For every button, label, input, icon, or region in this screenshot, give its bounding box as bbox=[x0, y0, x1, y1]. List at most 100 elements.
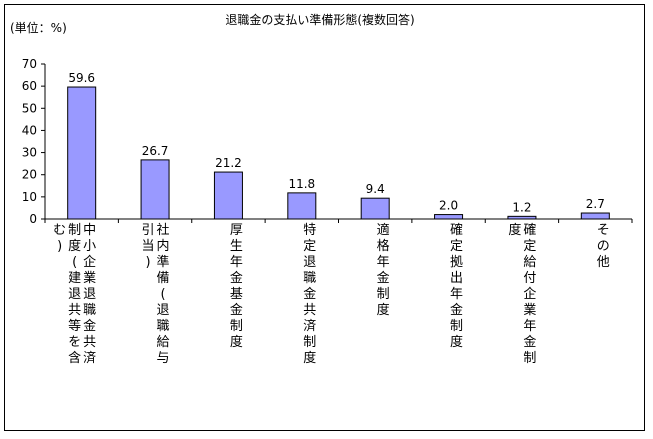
category-char: 等 bbox=[68, 318, 81, 334]
category-char: 金 bbox=[303, 286, 316, 302]
category-char: 与 bbox=[157, 351, 170, 366]
bar bbox=[67, 86, 97, 220]
data-label: 2.0 bbox=[439, 199, 458, 213]
y-tick-label: 0 bbox=[29, 212, 37, 226]
category-char: 年 bbox=[523, 319, 536, 334]
category-char: 職 bbox=[157, 319, 170, 334]
category-char: 含 bbox=[68, 350, 81, 366]
bar bbox=[140, 159, 170, 220]
category-char: 制 bbox=[68, 223, 81, 238]
category-char: 確 bbox=[450, 222, 463, 238]
category-char: 共 bbox=[83, 335, 96, 350]
category-char: 職 bbox=[303, 271, 316, 286]
category-char: 定 bbox=[450, 239, 463, 254]
category-char: 引 bbox=[142, 223, 155, 238]
category-char: 給 bbox=[523, 255, 536, 270]
category-char: そ bbox=[597, 223, 610, 238]
category-labels: 中小企業退職金共済制度(建退共等を含む)社内準備(退職給与引当)厚生年金基金制度… bbox=[53, 222, 610, 366]
y-tick-label: 10 bbox=[22, 190, 37, 204]
unit-label: (単位：%) bbox=[10, 20, 67, 35]
category-char: 金 bbox=[377, 270, 390, 286]
category-char: 建 bbox=[68, 271, 81, 286]
category-char: 退 bbox=[303, 255, 316, 270]
y-tick-label: 70 bbox=[22, 57, 37, 71]
y-tick-label: 50 bbox=[22, 101, 37, 115]
category-label: 引当) bbox=[142, 223, 155, 270]
category-char: 制 bbox=[450, 319, 463, 334]
category-label: その他 bbox=[597, 223, 610, 270]
category-char: 小 bbox=[83, 239, 96, 254]
category-char: ) bbox=[57, 239, 62, 254]
category-label: 確定給付企業年金制 bbox=[523, 222, 536, 366]
category-char: 度 bbox=[377, 302, 390, 318]
category-char: 給 bbox=[157, 335, 170, 350]
category-char: 度 bbox=[230, 334, 243, 350]
category-char: 確 bbox=[523, 222, 536, 238]
data-label: 2.7 bbox=[586, 197, 605, 211]
category-char: 年 bbox=[377, 255, 390, 270]
category-char: 中 bbox=[83, 223, 96, 238]
category-char: 業 bbox=[523, 302, 536, 318]
category-char: 特 bbox=[303, 223, 316, 238]
category-label: 適格年金制度 bbox=[377, 222, 390, 318]
bar bbox=[287, 192, 317, 220]
chart-title: 退職金の支払い準備形態(複数回答) bbox=[225, 12, 414, 27]
bars: 59.6 26.7 21.2 11.8 9.4 2.0 1.2 2.7 bbox=[67, 71, 610, 220]
category-char: 度 bbox=[303, 350, 316, 366]
category-char: 金 bbox=[83, 318, 96, 334]
category-char: 年 bbox=[230, 255, 243, 270]
bar bbox=[434, 214, 464, 220]
category-char: 準 bbox=[157, 254, 170, 270]
axes: 0 10 20 30 40 50 60 70 bbox=[22, 57, 633, 226]
category-char: 他 bbox=[597, 255, 610, 270]
category-label: 厚生年金基金制度 bbox=[230, 223, 243, 350]
category-char: 年 bbox=[450, 287, 463, 302]
category-char: 適 bbox=[377, 222, 390, 238]
y-tick-label: 20 bbox=[22, 168, 37, 182]
category-char: 度 bbox=[508, 222, 521, 238]
category-char: の bbox=[597, 239, 610, 254]
category-char: 企 bbox=[523, 286, 536, 302]
category-char: 制 bbox=[523, 351, 536, 366]
category-label: 制度(建退共等を含 bbox=[68, 223, 81, 366]
data-label: 9.4 bbox=[366, 182, 385, 196]
bar bbox=[213, 171, 243, 220]
category-char: 金 bbox=[230, 302, 243, 318]
category-char: 定 bbox=[303, 239, 316, 254]
category-char: 出 bbox=[450, 271, 463, 286]
category-label: む) bbox=[53, 223, 66, 254]
category-char: 済 bbox=[303, 318, 316, 334]
category-char: 退 bbox=[157, 303, 170, 318]
y-tick-label: 40 bbox=[22, 123, 37, 137]
data-label: 26.7 bbox=[142, 144, 169, 158]
bar bbox=[360, 197, 390, 220]
category-char: 制 bbox=[377, 287, 390, 302]
category-char: を bbox=[68, 335, 81, 350]
category-char: 拠 bbox=[450, 255, 463, 270]
category-char: 金 bbox=[230, 270, 243, 286]
data-label: 1.2 bbox=[512, 200, 531, 214]
category-char: 金 bbox=[523, 334, 536, 350]
data-label: 59.6 bbox=[68, 71, 95, 85]
category-char: 済 bbox=[83, 350, 96, 366]
category-label: 確定拠出年金制度 bbox=[450, 222, 463, 350]
category-char: 退 bbox=[68, 287, 81, 302]
y-tick-label: 30 bbox=[22, 146, 37, 160]
category-char: 基 bbox=[230, 287, 243, 302]
category-char: 退 bbox=[83, 287, 96, 302]
category-char: 企 bbox=[83, 254, 96, 270]
data-label: 21.2 bbox=[215, 156, 242, 170]
data-label: 11.8 bbox=[288, 177, 315, 191]
category-char: 当 bbox=[142, 239, 155, 254]
chart-frame bbox=[4, 4, 645, 431]
category-char: 社 bbox=[157, 222, 170, 238]
category-char: ( bbox=[72, 255, 77, 270]
bar bbox=[507, 215, 537, 220]
category-char: 格 bbox=[377, 238, 390, 254]
category-label: 度 bbox=[508, 222, 521, 238]
category-char: 職 bbox=[83, 303, 96, 318]
category-char: ) bbox=[146, 255, 151, 270]
category-char: 金 bbox=[450, 302, 463, 318]
category-char: 内 bbox=[157, 238, 170, 254]
